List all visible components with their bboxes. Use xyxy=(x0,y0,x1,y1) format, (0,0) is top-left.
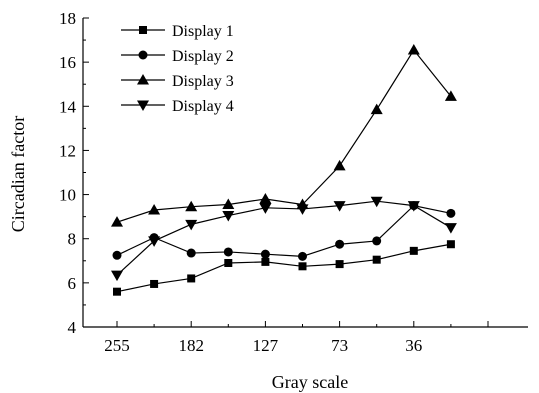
legend-item: Display 3 xyxy=(121,73,234,90)
data-point xyxy=(333,201,346,212)
data-point xyxy=(186,248,196,258)
data-point xyxy=(259,203,272,214)
data-point xyxy=(407,201,420,212)
data-point xyxy=(113,287,121,296)
data-point xyxy=(224,258,233,267)
series-line xyxy=(116,243,452,293)
legend-label: Display 1 xyxy=(172,23,234,40)
data-point xyxy=(148,236,161,247)
data-point xyxy=(446,240,455,249)
data-point xyxy=(150,279,159,288)
legend-label: Display 2 xyxy=(172,48,234,65)
legend-item: Display 1 xyxy=(121,23,234,40)
data-point xyxy=(222,211,235,222)
data-point xyxy=(260,249,270,259)
legend-label: Display 3 xyxy=(172,73,234,90)
legend-item: Display 2 xyxy=(121,48,234,65)
data-point xyxy=(185,200,198,212)
data-point xyxy=(409,246,418,255)
data-point xyxy=(296,204,309,215)
series-line xyxy=(116,48,452,223)
data-point xyxy=(259,192,272,204)
y-tick-label: 4 xyxy=(68,318,77,337)
data-point xyxy=(446,208,456,218)
x-tick-label: 36 xyxy=(405,336,422,355)
data-point xyxy=(372,236,382,246)
y-tick-label: 14 xyxy=(59,97,77,116)
x-tick-label: 127 xyxy=(253,336,279,355)
x-axis-title: Gray scale xyxy=(272,372,348,392)
legend-label: Display 4 xyxy=(172,98,234,115)
data-point xyxy=(187,274,196,283)
data-point xyxy=(112,250,122,260)
data-point xyxy=(298,262,307,271)
data-point xyxy=(298,251,307,261)
legend-marker xyxy=(139,26,147,34)
y-tick-label: 12 xyxy=(59,141,76,160)
axes: 4 6 8 10 12 14 16 18 255 182 127 73 36 xyxy=(59,9,528,355)
data-point xyxy=(407,44,420,55)
data-point xyxy=(335,260,344,269)
legend-marker xyxy=(137,74,149,85)
series-line xyxy=(116,200,452,276)
data-point xyxy=(444,223,457,234)
x-tick-label: 73 xyxy=(331,336,348,355)
data-point xyxy=(370,103,383,115)
y-tick-label: 18 xyxy=(59,9,76,28)
data-point xyxy=(335,239,345,249)
y-tick-label: 10 xyxy=(59,186,76,205)
y-tick-label: 16 xyxy=(59,53,76,72)
legend: Display 1 Display 2 Display 3 Display 4 xyxy=(121,23,234,115)
legend-marker xyxy=(138,50,148,60)
data-point xyxy=(223,247,233,257)
series-4 xyxy=(111,196,457,282)
series-1 xyxy=(113,240,455,296)
y-tick-label: 8 xyxy=(68,230,77,249)
x-tick-label: 182 xyxy=(178,336,204,355)
data-point xyxy=(222,198,235,210)
data-point xyxy=(370,196,383,208)
data-point xyxy=(333,159,346,171)
legend-marker xyxy=(137,100,149,111)
data-point xyxy=(111,216,123,227)
x-tick-label: 255 xyxy=(104,336,130,355)
data-point xyxy=(148,204,161,215)
legend-item: Display 4 xyxy=(121,98,234,115)
series-line xyxy=(116,204,452,257)
data-point xyxy=(111,270,123,282)
series-layer xyxy=(111,44,457,296)
data-point xyxy=(444,90,457,101)
data-point xyxy=(261,257,270,266)
data-point xyxy=(372,255,381,264)
y-axis-title: Circadian factor xyxy=(8,116,28,232)
series-3 xyxy=(111,44,457,227)
y-tick-label: 6 xyxy=(68,274,77,293)
data-point xyxy=(185,219,198,231)
series-2 xyxy=(112,201,456,261)
